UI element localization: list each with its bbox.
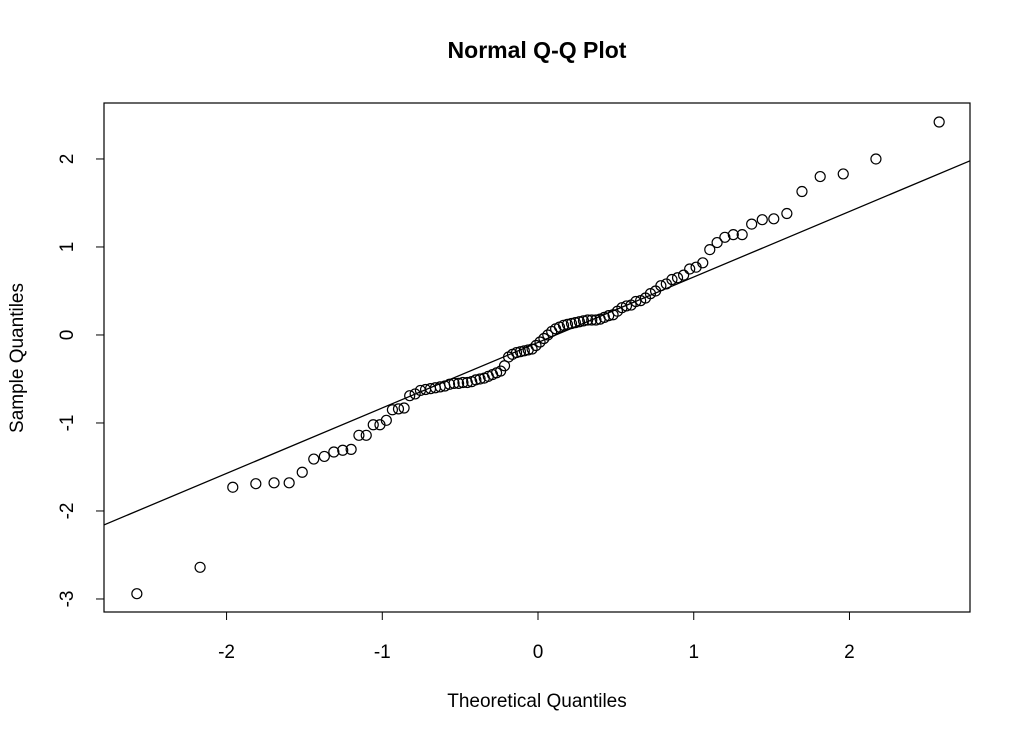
point (345, 443, 357, 455)
point (392, 403, 405, 415)
point (542, 329, 554, 341)
point (736, 229, 748, 241)
point (398, 402, 410, 414)
point (711, 236, 723, 249)
point (719, 231, 731, 243)
x-tick-label: 0 (533, 642, 544, 663)
point (727, 229, 739, 241)
point (837, 168, 849, 180)
y-tick-label: 1 (57, 242, 78, 253)
y-tick-label: 2 (57, 154, 78, 165)
x-tick-label: -2 (218, 642, 235, 663)
qq-line (104, 160, 970, 526)
point (194, 561, 206, 573)
point (474, 373, 486, 385)
point (814, 170, 826, 183)
point (318, 450, 330, 463)
point (671, 272, 684, 284)
plot-frame (103, 102, 971, 613)
point (296, 466, 308, 478)
point (360, 429, 372, 441)
x-tick-label: 2 (844, 642, 855, 663)
point (603, 310, 615, 322)
y-tick-label: -3 (57, 591, 78, 608)
point (367, 419, 379, 431)
point (227, 481, 239, 493)
point (470, 374, 482, 386)
point (678, 269, 690, 281)
chart-title: Normal Q-Q Plot (448, 37, 627, 63)
point (781, 207, 793, 220)
x-tick-label: 1 (688, 642, 699, 663)
y-tick-label: -2 (57, 503, 78, 520)
point (283, 477, 295, 489)
point (756, 214, 768, 226)
point (380, 414, 392, 426)
point (328, 446, 340, 458)
point (870, 153, 882, 165)
point (510, 346, 523, 359)
point (557, 319, 570, 331)
point (526, 343, 538, 355)
point (386, 404, 399, 416)
point (697, 257, 709, 269)
point (630, 295, 642, 308)
point (452, 377, 465, 389)
point (666, 273, 678, 286)
point (620, 300, 633, 312)
point (684, 263, 696, 275)
point (131, 588, 143, 600)
point (404, 390, 416, 402)
point (746, 218, 758, 230)
point (569, 317, 581, 329)
point (704, 244, 716, 256)
y-tick-label: -1 (57, 415, 78, 432)
point (457, 376, 469, 389)
x-axis-label: Theoretical Quantiles (447, 691, 627, 712)
point (308, 453, 320, 465)
point (353, 429, 365, 441)
point (768, 213, 780, 225)
point (586, 314, 598, 326)
point (933, 116, 945, 128)
point (268, 477, 280, 489)
point (534, 336, 546, 348)
point (250, 478, 262, 490)
point (796, 185, 808, 198)
y-tick-label: 0 (57, 330, 78, 341)
x-tick-label: -1 (374, 642, 391, 663)
point (573, 316, 586, 328)
point (337, 444, 349, 456)
y-axis-label: Sample Quantiles (7, 283, 28, 433)
